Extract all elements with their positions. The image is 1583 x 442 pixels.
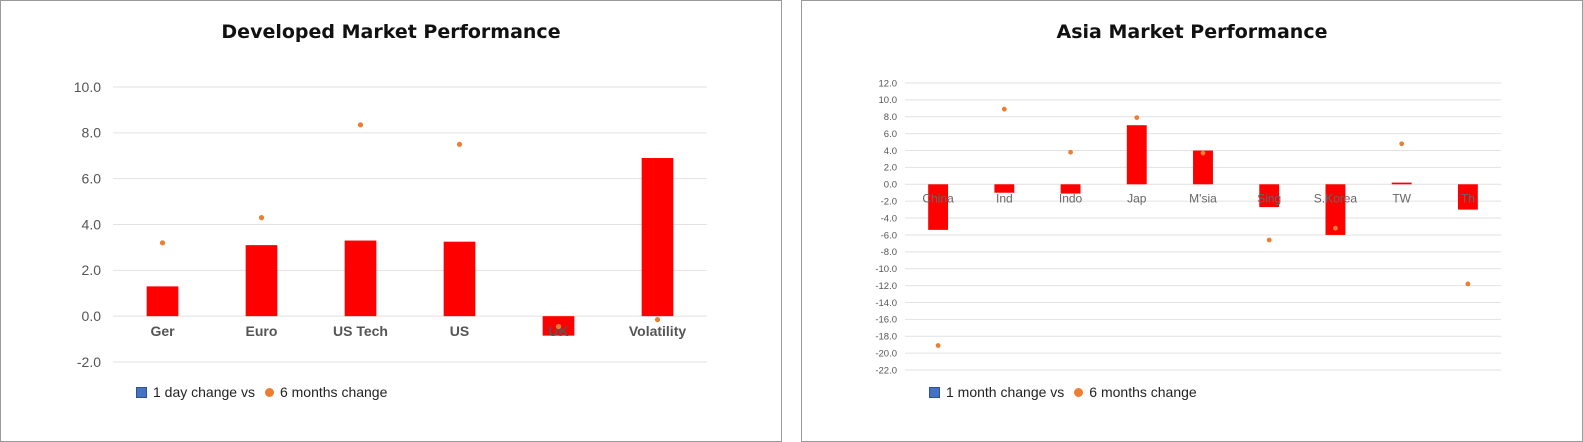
bar-china	[928, 184, 949, 230]
y-tick-label: 6.0	[884, 129, 897, 140]
y-tick-label: -22.0	[875, 365, 897, 376]
category-label: Volatility	[629, 323, 687, 339]
category-label: Jap	[1127, 191, 1147, 205]
legend-item-scatter: 6 months change	[1089, 384, 1197, 400]
y-tick-label: -16.0	[875, 315, 897, 326]
point-s-korea	[1333, 225, 1338, 231]
y-tick-label: -10.0	[875, 264, 897, 275]
category-label: UK	[548, 323, 568, 339]
y-tick-label: 4.0	[884, 146, 897, 157]
point-ger	[159, 240, 166, 246]
category-label: Sing	[1257, 191, 1281, 205]
bar-jap	[1126, 125, 1147, 185]
y-tick-label: 6.0	[82, 171, 102, 187]
point-sing	[1266, 237, 1272, 243]
developed-market-chart-panel: Developed Market Performance 10.0 8.0 6.0 4…	[0, 0, 782, 442]
category-label: Th	[1461, 191, 1475, 205]
point-m-sia	[1200, 150, 1206, 156]
y-tick-label: 12.0	[879, 78, 898, 89]
bar-volatility	[641, 158, 674, 317]
chart-title: Asia Market Performance	[1056, 21, 1328, 43]
legend-dot-swatch-icon	[264, 387, 274, 397]
bar-us-tech	[344, 240, 377, 317]
legend-item-scatter: 6 months change	[279, 384, 388, 400]
legend-item-bar: 1 month change vs	[946, 384, 1065, 400]
point-ind	[1001, 106, 1007, 112]
category-label: TW	[1392, 191, 1411, 205]
y-tick-label: 0.0	[82, 308, 102, 324]
category-label: US	[450, 323, 469, 339]
y-tick-label: 8.0	[82, 125, 102, 141]
chart-legend: 1 day change vs 6 months change	[136, 384, 387, 400]
gridlines	[113, 86, 707, 363]
y-tick-label: -2.0	[881, 197, 897, 208]
y-tick-label: 8.0	[884, 112, 897, 123]
legend-item-bar: 1 day change vs	[153, 384, 255, 400]
gridlines	[905, 82, 1501, 371]
point-th	[1465, 281, 1471, 287]
y-tick-label: 4.0	[82, 216, 102, 232]
point-volatility	[654, 317, 661, 323]
asia-market-chart-panel: Asia Market Performance 12.0 10.0 8.0 6.0 4.…	[801, 0, 1583, 442]
y-tick-label: -2.0	[77, 354, 101, 370]
y-tick-label: 0.0	[884, 180, 897, 191]
point-us	[456, 141, 463, 147]
y-tick-label: 2.0	[884, 163, 897, 174]
bar-euro	[245, 245, 278, 317]
legend-bar-swatch-icon	[929, 386, 940, 398]
category-label: Ger	[150, 323, 175, 339]
point-china	[935, 343, 941, 348]
developed-market-chart: 10.0 8.0 6.0 4.0 2.0 0.0 -2.0 Ger Euro US Tech US U…	[74, 79, 707, 370]
category-label: M'sia	[1189, 191, 1217, 205]
legend-bar-swatch-icon	[136, 386, 147, 398]
y-tick-label: 2.0	[82, 262, 102, 278]
y-tick-label: -18.0	[875, 332, 897, 343]
chart-title: Developed Market Performance	[221, 21, 561, 43]
y-tick-label: 10.0	[74, 79, 101, 95]
point-uk	[555, 323, 562, 330]
chart-legend: 1 month change vs 6 months change	[929, 384, 1197, 400]
bar-sing	[1259, 184, 1280, 208]
bar-s-korea	[1325, 184, 1346, 235]
bar-us	[443, 241, 476, 317]
bar-ind	[994, 184, 1015, 193]
y-tick-label: -6.0	[881, 230, 897, 241]
bar-th	[1457, 184, 1478, 210]
point-jap	[1134, 115, 1140, 121]
category-label: Indo	[1059, 191, 1083, 205]
category-label: Ind	[996, 191, 1013, 205]
bar-tw	[1391, 182, 1412, 185]
y-tick-label: -4.0	[881, 213, 897, 224]
y-tick-label: -20.0	[875, 348, 897, 359]
y-tick-label: -12.0	[875, 281, 897, 292]
y-tick-label: -8.0	[881, 247, 897, 258]
category-label: S.Korea	[1314, 191, 1358, 205]
category-label: US Tech	[333, 323, 388, 339]
bar-m-sia	[1193, 150, 1213, 185]
y-tick-label: 10.0	[879, 95, 898, 106]
bar-ger	[146, 286, 179, 317]
category-label: China	[922, 191, 954, 205]
point-indo	[1068, 149, 1073, 155]
asia-market-chart: 12.0 10.0 8.0 6.0 4.0 2.0 0.0 -2.0 -4.0 -6.0 -8.0 -…	[875, 78, 1501, 376]
point-us-tech	[357, 122, 364, 128]
point-euro	[258, 215, 265, 221]
category-label: Euro	[246, 323, 278, 339]
point-tw	[1399, 141, 1405, 147]
legend-dot-swatch-icon	[1074, 387, 1084, 397]
bar-indo	[1060, 184, 1081, 194]
y-tick-label: -14.0	[875, 298, 897, 309]
